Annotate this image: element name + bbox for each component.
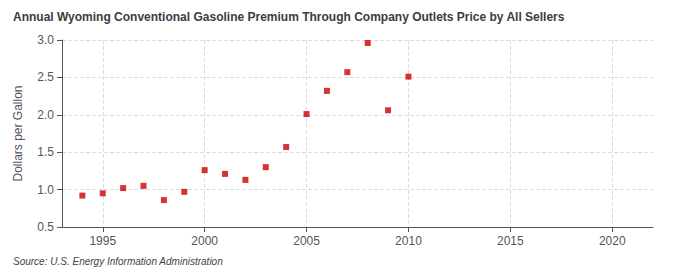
svg-text:Dollars per Gallon: Dollars per Gallon: [11, 85, 25, 181]
svg-text:2020: 2020: [599, 234, 626, 248]
svg-text:2.5: 2.5: [37, 70, 54, 84]
svg-text:0.5: 0.5: [37, 220, 54, 234]
svg-text:2005: 2005: [293, 234, 320, 248]
svg-text:2000: 2000: [191, 234, 218, 248]
svg-text:2010: 2010: [395, 234, 422, 248]
svg-text:3.0: 3.0: [37, 33, 54, 47]
svg-text:2015: 2015: [497, 234, 524, 248]
svg-text:Annual Wyoming Conventional Ga: Annual Wyoming Conventional Gasoline Pre…: [13, 10, 565, 24]
svg-text:Source: U.S. Energy Informatio: Source: U.S. Energy Information Administ…: [13, 256, 223, 267]
svg-text:1995: 1995: [89, 234, 116, 248]
svg-text:1.0: 1.0: [37, 183, 54, 197]
svg-text:1.5: 1.5: [37, 145, 54, 159]
svg-text:2.0: 2.0: [37, 108, 54, 122]
